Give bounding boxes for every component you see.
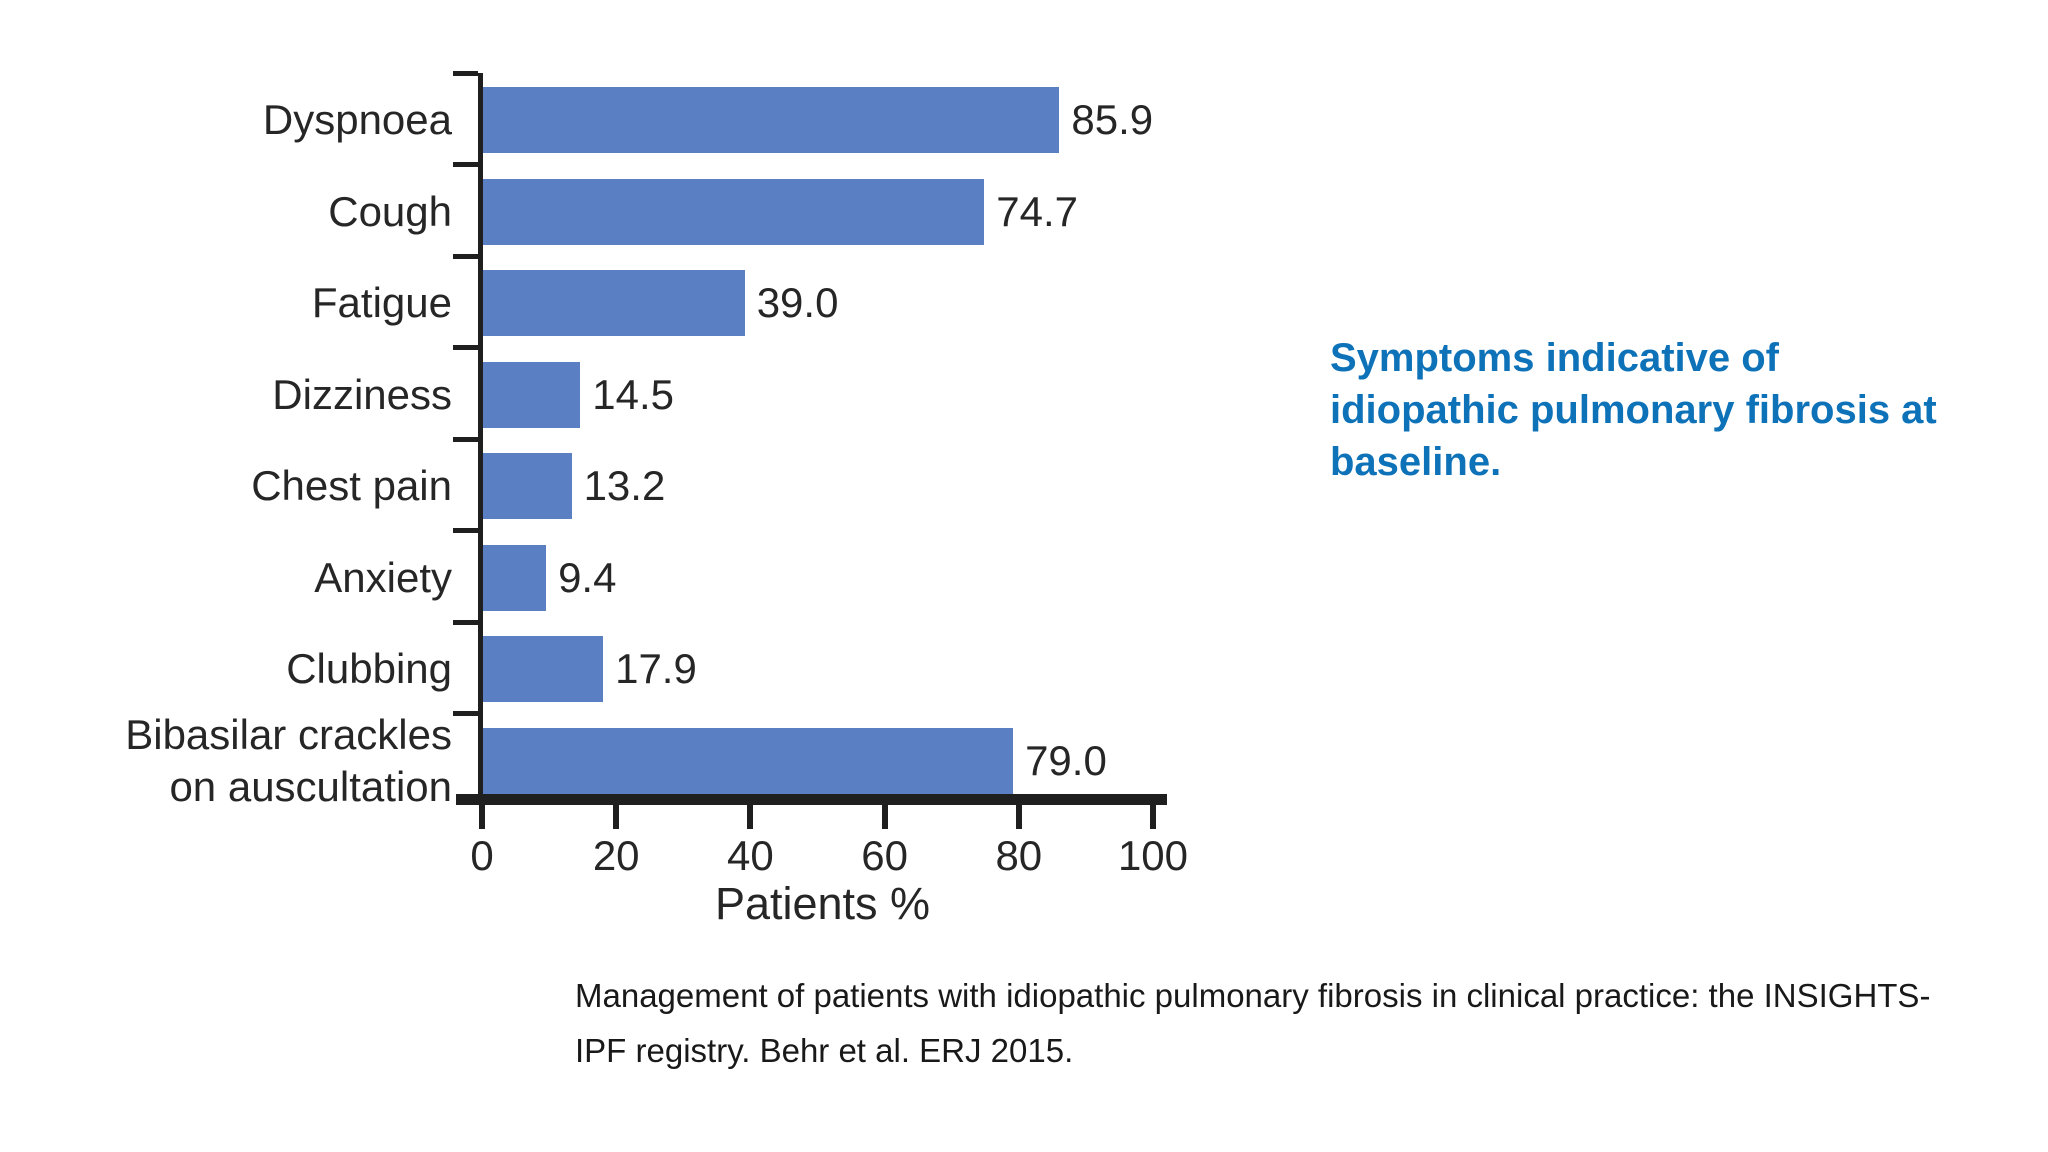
category-label: Fatigue	[311, 279, 452, 326]
y-axis-tick	[453, 619, 478, 625]
x-tick-label: 60	[861, 832, 908, 879]
value-label: 13.2	[583, 462, 666, 509]
x-axis-title: Patients %	[714, 878, 931, 929]
y-axis-tick	[453, 711, 478, 716]
x-tick-label: 100	[1117, 832, 1189, 879]
category-label: Clubbing	[286, 645, 452, 692]
value-label: 39.0	[756, 279, 839, 326]
value-label: 9.4	[558, 553, 617, 601]
y-axis-tick	[453, 253, 478, 259]
x-tick-label: 20	[592, 832, 640, 879]
category-label: Cough	[328, 187, 452, 235]
category-label: Dizziness	[272, 370, 452, 418]
x-axis-tick	[1015, 805, 1022, 829]
bar	[483, 361, 581, 428]
y-axis-tick	[453, 162, 478, 167]
x-axis-tick	[1150, 805, 1156, 829]
x-axis-tick	[747, 805, 754, 829]
bar	[483, 727, 1014, 794]
x-tick-label: 80	[995, 832, 1043, 879]
category-label: Bibasilar crackles on auscultation	[125, 710, 452, 810]
x-axis-tick	[613, 805, 620, 829]
y-axis-tick	[453, 70, 478, 76]
y-axis-tick	[453, 436, 478, 442]
y-axis-line	[478, 73, 483, 805]
bar	[483, 544, 547, 611]
bar	[483, 453, 572, 519]
y-axis-tick	[453, 528, 478, 533]
source-citation: Management of patients with idiopathic p…	[575, 977, 1931, 1069]
x-axis-line	[456, 794, 1167, 805]
bar	[483, 636, 604, 702]
value-label: 74.7	[996, 187, 1078, 235]
bar	[483, 178, 985, 245]
chart-heading: Symptoms indicative of idiopathic pulmon…	[1330, 336, 1937, 484]
x-axis-tick	[479, 805, 485, 829]
value-label: 14.5	[592, 370, 675, 418]
category-label: Anxiety	[314, 553, 452, 601]
x-tick-label: 40	[727, 832, 774, 879]
bar	[483, 87, 1060, 153]
category-label: Chest pain	[251, 462, 452, 509]
value-label: 17.9	[615, 645, 697, 692]
bar	[483, 270, 745, 336]
value-label: 79.0	[1025, 736, 1107, 784]
y-axis-tick	[453, 345, 478, 350]
x-axis-tick	[881, 805, 888, 829]
value-label: 85.9	[1071, 96, 1154, 143]
x-tick-label: 0	[470, 832, 494, 879]
category-label: Dyspnoea	[262, 96, 452, 143]
